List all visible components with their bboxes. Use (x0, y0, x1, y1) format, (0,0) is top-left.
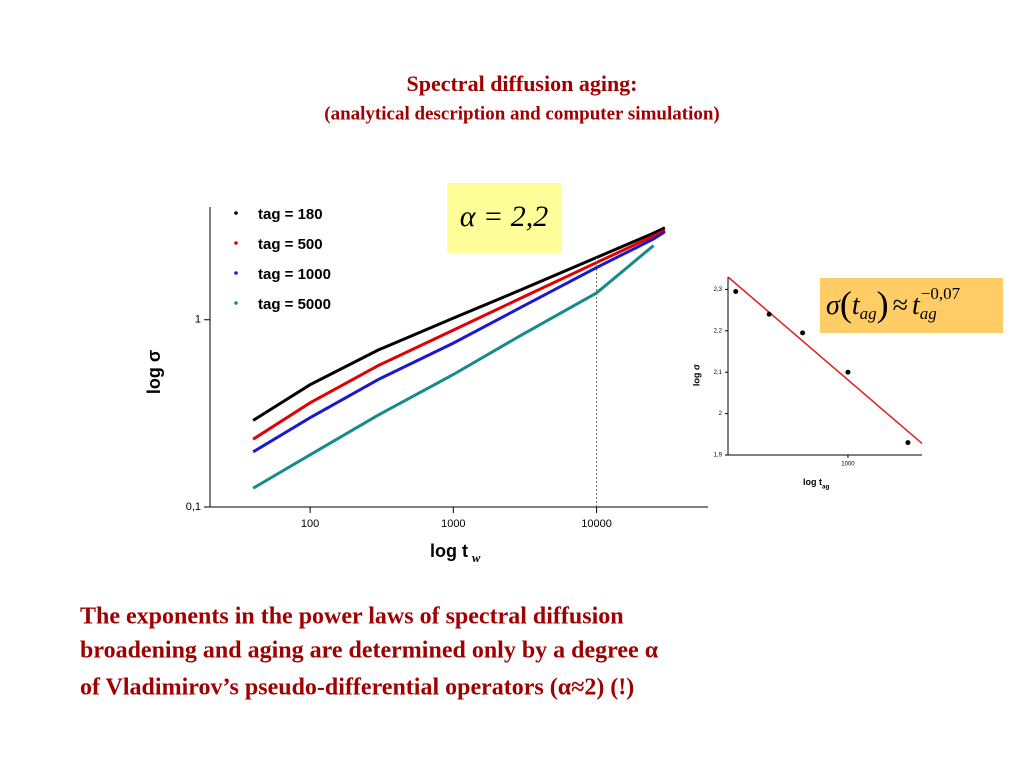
y-tick-label: 1 (195, 314, 201, 326)
series-line (252, 226, 666, 422)
x-axis-label-sub: ag (822, 483, 830, 490)
y-axis-label: log σ (144, 350, 164, 394)
arg: t (852, 290, 861, 321)
exponent: −0,07 (921, 284, 961, 303)
y-tick-label: 2,2 (714, 328, 723, 334)
point (845, 369, 851, 375)
point (905, 440, 911, 446)
legend-label: tag = 1000 (258, 266, 331, 283)
rhs-sub: ag (920, 304, 937, 323)
body-line: of Vladimirov’s pseudo-differential oper… (80, 675, 634, 701)
x-axis-label: log tag (803, 477, 830, 490)
arg-sub: ag (860, 304, 877, 323)
series-line (252, 230, 666, 454)
body-line: broadening and aging are determined only… (80, 638, 659, 664)
y-tick-label: 0,1 (186, 501, 201, 513)
x-tick-label: 1000 (841, 462, 855, 468)
approx: ≈ (893, 290, 908, 321)
legend-label: tag = 500 (258, 236, 323, 253)
x-tick-label: 100 (301, 518, 319, 530)
legend-marker (234, 211, 238, 215)
paren: ( (840, 284, 852, 324)
x-tick-label: 10000 (581, 518, 612, 530)
legend-label: tag = 180 (258, 206, 323, 223)
y-tick-label: 1,9 (714, 453, 723, 459)
legend-marker (234, 241, 238, 245)
point (766, 311, 772, 317)
paren: ) (877, 284, 889, 324)
x-axis-label-main: log t (803, 477, 822, 487)
point (733, 288, 739, 294)
x-axis-label-sub: w (472, 551, 481, 565)
subtitle: (analytical description and computer sim… (324, 103, 720, 124)
legend-marker (234, 271, 238, 275)
y-tick-label: 2,3 (714, 287, 723, 293)
point (800, 330, 806, 336)
fit-line (727, 276, 923, 444)
legend-label: tag = 5000 (258, 296, 331, 313)
legend-marker (234, 301, 238, 305)
alpha-box (447, 183, 562, 253)
x-tick-label: 1000 (441, 518, 465, 530)
y-tick-label: 2,1 (714, 370, 723, 376)
body-line: The exponents in the power laws of spect… (80, 604, 624, 630)
series-line (252, 244, 655, 490)
sigma-formula: σ(tag) ≈ tag−0,07 (826, 284, 961, 324)
sigma: σ (826, 290, 841, 321)
title: Spectral diffusion aging: (406, 71, 637, 96)
alpha-formula: α = 2,2 (460, 200, 549, 233)
rhs: t (912, 290, 921, 321)
y-axis-label: log σ (691, 364, 701, 386)
sigma-box (820, 278, 1003, 333)
x-axis-label: log t w (430, 541, 481, 565)
y-tick-label: 2 (719, 411, 723, 417)
series-line (252, 229, 666, 441)
x-axis-label-main: log t (430, 541, 468, 561)
